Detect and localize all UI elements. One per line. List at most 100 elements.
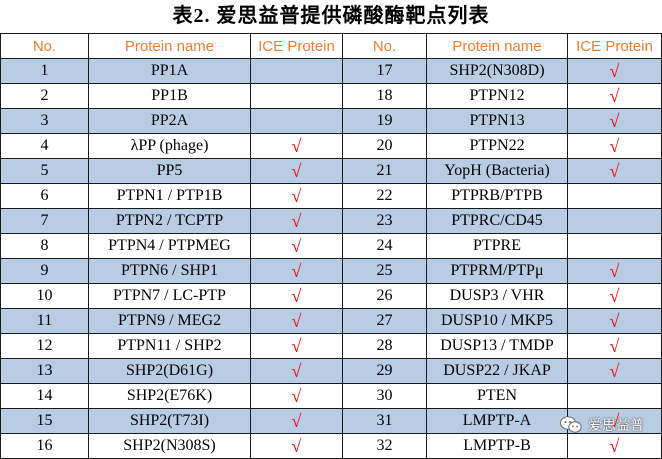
cell-protein-name-right: LMPTP-A <box>426 408 568 434</box>
cell-protein-name-right: YopH (Bacteria) <box>426 158 568 184</box>
cell-protein-name-right: LMPTP-B <box>426 433 568 459</box>
table-row: 16 SHP2(N308S) √ 32 LMPTP-B √ <box>0 433 662 459</box>
cell-no-right: 32 <box>342 433 427 459</box>
cell-ice-protein-left: √ <box>250 158 343 184</box>
cell-ice-protein-right: √ <box>567 158 662 184</box>
header-ice-protein-left: ICE Protein <box>250 33 343 59</box>
cell-protein-name-left: PP1B <box>88 83 251 109</box>
cell-ice-protein-right: √ <box>567 108 662 134</box>
watermark-text: 爱思益普 <box>588 418 644 434</box>
cell-ice-protein-left: √ <box>250 408 343 434</box>
cell-protein-name-left: SHP2(D61G) <box>88 358 251 384</box>
cell-protein-name-left: PTPN2 / TCPTP <box>88 208 251 234</box>
cell-protein-name-left: PP2A <box>88 108 251 134</box>
header-no-right: No. <box>342 33 427 59</box>
cell-protein-name-right: DUSP3 / VHR <box>426 283 568 309</box>
header-row: No. Protein name ICE Protein No. Protein… <box>0 33 662 59</box>
table-row: 7 PTPN2 / TCPTP √ 23 PTPRC/CD45 <box>0 208 662 234</box>
cell-ice-protein-right <box>567 233 662 259</box>
cell-protein-name-left: SHP2(T73I) <box>88 408 251 434</box>
cell-no-right: 21 <box>342 158 427 184</box>
cell-no-left: 16 <box>0 433 89 459</box>
cell-ice-protein-right: √ <box>567 408 662 434</box>
cell-protein-name-right: SHP2(N308D) <box>426 58 568 84</box>
cell-protein-name-left: PTPN11 / SHP2 <box>88 333 251 359</box>
cell-no-right: 24 <box>342 233 427 259</box>
cell-no-right: 20 <box>342 133 427 159</box>
cell-ice-protein-right: √ <box>567 83 662 109</box>
cell-protein-name-right: PTPRC/CD45 <box>426 208 568 234</box>
cell-no-left: 13 <box>0 358 89 384</box>
cell-no-right: 26 <box>342 283 427 309</box>
header-ice-protein-right: ICE Protein <box>567 33 662 59</box>
cell-protein-name-left: SHP2(E76K) <box>88 383 251 409</box>
cell-ice-protein-left: √ <box>250 308 343 334</box>
cell-ice-protein-right: √ <box>567 258 662 284</box>
cell-protein-name-left: PP1A <box>88 58 251 84</box>
cell-no-left: 12 <box>0 333 89 359</box>
cell-protein-name-right: DUSP22 / JKAP <box>426 358 568 384</box>
watermark: 爱思益普 <box>560 415 644 435</box>
cell-ice-protein-right: √ <box>567 433 662 459</box>
table-row: 13 SHP2(D61G) √ 29 DUSP22 / JKAP √ <box>0 358 662 384</box>
cell-protein-name-right: PTPRB/PTPB <box>426 183 568 209</box>
cell-ice-protein-right: √ <box>567 358 662 384</box>
cell-ice-protein-left: √ <box>250 433 343 459</box>
cell-ice-protein-left: √ <box>250 383 343 409</box>
cell-ice-protein-left: √ <box>250 358 343 384</box>
cell-no-left: 5 <box>0 158 89 184</box>
cell-no-right: 23 <box>342 208 427 234</box>
cell-ice-protein-right: √ <box>567 58 662 84</box>
cell-no-right: 25 <box>342 258 427 284</box>
cell-protein-name-left: PP5 <box>88 158 251 184</box>
cell-no-left: 14 <box>0 383 89 409</box>
phosphatase-target-table: No. Protein name ICE Protein No. Protein… <box>0 33 662 459</box>
cell-no-right: 28 <box>342 333 427 359</box>
cell-ice-protein-right <box>567 183 662 209</box>
cell-no-left: 2 <box>0 83 89 109</box>
cell-ice-protein-right: √ <box>567 283 662 309</box>
cell-ice-protein-left: √ <box>250 283 343 309</box>
cell-no-left: 15 <box>0 408 89 434</box>
table-title: 表2. 爱思益普提供磷酸酶靶点列表 <box>172 5 490 27</box>
cell-ice-protein-left <box>250 108 343 134</box>
header-protein-name-left: Protein name <box>88 33 251 59</box>
cell-ice-protein-right <box>567 208 662 234</box>
chat-bubble-icon <box>560 416 582 433</box>
cell-no-right: 19 <box>342 108 427 134</box>
cell-no-right: 31 <box>342 408 427 434</box>
cell-no-right: 29 <box>342 358 427 384</box>
cell-ice-protein-left: √ <box>250 258 343 284</box>
cell-no-right: 18 <box>342 83 427 109</box>
cell-protein-name-right: PTPN13 <box>426 108 568 134</box>
cell-protein-name-left: PTPN4 / PTPMEG <box>88 233 251 259</box>
cell-protein-name-left: PTPN7 / LC-PTP <box>88 283 251 309</box>
cell-no-right: 30 <box>342 383 427 409</box>
table-row: 11 PTPN9 / MEG2 √ 27 DUSP10 / MKP5 √ <box>0 308 662 334</box>
cell-ice-protein-left: √ <box>250 333 343 359</box>
table-row: 14 SHP2(E76K) √ 30 PTEN <box>0 383 662 409</box>
cell-no-left: 11 <box>0 308 89 334</box>
cell-no-right: 27 <box>342 308 427 334</box>
cell-protein-name-right: DUSP10 / MKP5 <box>426 308 568 334</box>
cell-protein-name-left: PTPN9 / MEG2 <box>88 308 251 334</box>
cell-protein-name-right: PTPN12 <box>426 83 568 109</box>
cell-ice-protein-left: √ <box>250 208 343 234</box>
table-row: 12 PTPN11 / SHP2 √ 28 DUSP13 / TMDP √ <box>0 333 662 359</box>
table-row: 10 PTPN7 / LC-PTP √ 26 DUSP3 / VHR √ <box>0 283 662 309</box>
cell-protein-name-right: PTEN <box>426 383 568 409</box>
cell-ice-protein-right: √ <box>567 133 662 159</box>
cell-protein-name-right: PTPRM/PTPμ <box>426 258 568 284</box>
header-protein-name-right: Protein name <box>426 33 568 59</box>
table-row: 3 PP2A 19 PTPN13 √ <box>0 108 662 134</box>
cell-protein-name-right: DUSP13 / TMDP <box>426 333 568 359</box>
cell-no-left: 3 <box>0 108 89 134</box>
cell-protein-name-left: PTPN6 / SHP1 <box>88 258 251 284</box>
table-row: 2 PP1B 18 PTPN12 √ <box>0 83 662 109</box>
cell-protein-name-right: PTPN22 <box>426 133 568 159</box>
cell-ice-protein-left: √ <box>250 183 343 209</box>
cell-ice-protein-right <box>567 383 662 409</box>
cell-protein-name-right: PTPRE <box>426 233 568 259</box>
table-row: 4 λPP (phage) √ 20 PTPN22 √ <box>0 133 662 159</box>
cell-protein-name-left: λPP (phage) <box>88 133 251 159</box>
